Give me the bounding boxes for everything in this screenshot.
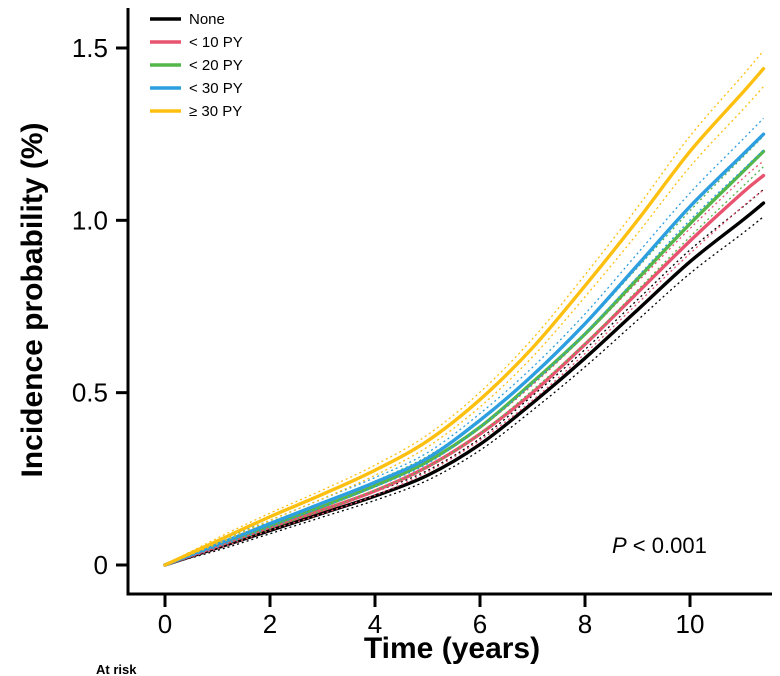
ci-upper--10-py (164, 160, 764, 566)
y-tick-label: 1.0 (72, 205, 108, 235)
legend-label--30-py: < 30 PY (189, 80, 243, 97)
p-value-text: < 0.001 (627, 533, 707, 558)
x-tick-label: 2 (263, 609, 277, 639)
series-line--30-py (163, 132, 766, 567)
ci-upper--30-py (164, 117, 764, 566)
ci-lower--10-py (164, 189, 764, 566)
legend-label-none: None (189, 11, 225, 28)
x-tick-label: 0 (158, 609, 172, 639)
ci-upper-none (164, 188, 764, 566)
legend-label--20-py: < 20 PY (189, 57, 243, 74)
at-risk-label: At risk (96, 662, 137, 676)
ci-lower-none (164, 216, 764, 566)
legend-label--10-py: < 10 PY (189, 34, 243, 51)
p-value-symbol: P (612, 533, 627, 558)
legend-label--30-py: ≥ 30 PY (189, 103, 242, 120)
y-tick-label: 1.5 (72, 33, 108, 63)
series-line--30-py (163, 66, 766, 567)
x-tick-label: 6 (473, 609, 487, 639)
x-tick-label: 10 (676, 609, 705, 639)
y-tick-label: 0.5 (72, 378, 108, 408)
ci-upper--30-py (164, 50, 764, 566)
series-line--10-py (163, 173, 766, 567)
x-tick-label: 8 (578, 609, 592, 639)
x-tick-label: 4 (368, 609, 382, 639)
series-line--20-py (163, 149, 766, 567)
y-axis-title: Incidence probability (%) (16, 122, 49, 477)
x-axis-title: Time (years) (364, 632, 540, 665)
y-tick-label: 0 (94, 550, 108, 580)
ci-lower--30-py (164, 149, 764, 566)
p-value-annotation: P < 0.001 (612, 533, 707, 558)
ci-lower--20-py (164, 166, 764, 566)
ci-upper--20-py (164, 135, 764, 566)
ci-lower--30-py (164, 86, 764, 566)
